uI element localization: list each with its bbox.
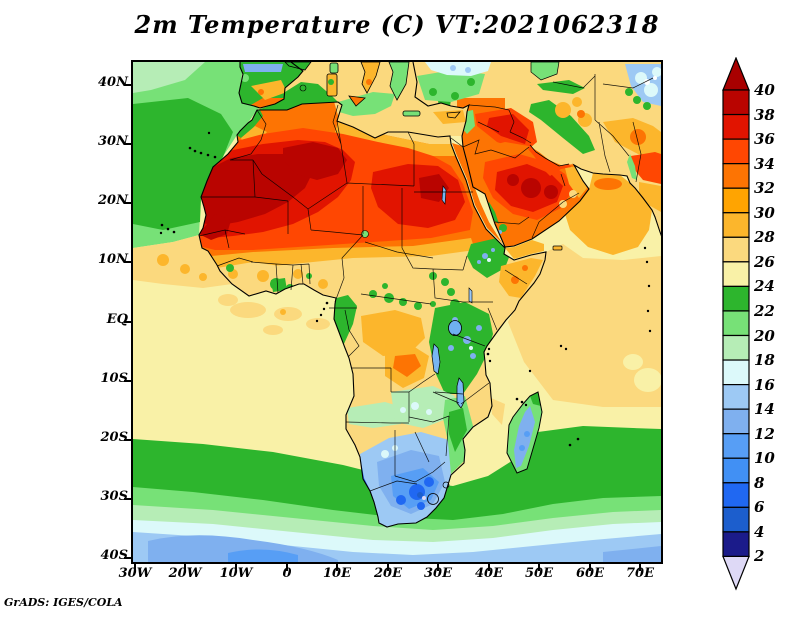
- colorbar-cell: [723, 139, 749, 164]
- x-axis-label: 0: [265, 566, 309, 581]
- x-axis-label: 60E: [568, 566, 612, 581]
- map-plot: [131, 60, 663, 564]
- colorbar-cell: [723, 90, 749, 115]
- y-axis-label: 10N: [88, 252, 128, 267]
- colorbar-label: 20: [754, 326, 790, 346]
- plot-title: 2m Temperature (C) VT:2021062318: [131, 10, 663, 39]
- x-axis-label: 20E: [366, 566, 410, 581]
- colorbar-cell: [723, 262, 749, 287]
- grads-plot-page: { "title": "2m Temperature (C) VT:202106…: [0, 0, 800, 618]
- colorbar-label: 12: [754, 424, 790, 444]
- colorbar-legend: 40 38 36 34 32 30 28 26 24 22 20 18 16 14 12 10 8 6 4 2: [722, 57, 797, 591]
- colorbar-label: 16: [754, 375, 790, 395]
- y-axis-label: 30S: [88, 489, 128, 504]
- x-axis-label: 30E: [416, 566, 460, 581]
- colorbar: [722, 57, 752, 591]
- colorbar-label: 2: [754, 546, 790, 566]
- y-axis-label: 10S: [88, 371, 128, 386]
- colorbar-label: 30: [754, 203, 790, 223]
- colorbar-cell: [723, 336, 749, 361]
- x-axis-label: 30W: [113, 566, 157, 581]
- colorbar-cell: [723, 115, 749, 140]
- colorbar-cell: [723, 434, 749, 459]
- colorbar-cell: [723, 213, 749, 238]
- x-axis-label: 20W: [163, 566, 207, 581]
- colorbar-cell: [723, 188, 749, 213]
- x-axis-label: 50E: [517, 566, 561, 581]
- colorbar-label: 24: [754, 276, 790, 296]
- y-axis-label: 20N: [88, 193, 128, 208]
- colorbar-label: 6: [754, 497, 790, 517]
- colorbar-label: 38: [754, 105, 790, 125]
- colorbar-cell: [723, 532, 749, 557]
- x-axis-label: 40E: [467, 566, 511, 581]
- colorbar-cell: [723, 237, 749, 262]
- colorbar-cell: [723, 483, 749, 508]
- temperature-map: [133, 62, 661, 562]
- colorbar-label: 4: [754, 522, 790, 542]
- colorbar-label: 34: [754, 154, 790, 174]
- colorbar-under-arrow: [723, 556, 749, 589]
- x-axis-label: 70E: [618, 566, 662, 581]
- colorbar-cell: [723, 385, 749, 410]
- colorbar-label: 22: [754, 301, 790, 321]
- colorbar-cell: [723, 409, 749, 434]
- x-axis-label: 10W: [214, 566, 258, 581]
- y-axis-label: 40S: [88, 548, 128, 563]
- colorbar-label: 40: [754, 80, 790, 100]
- colorbar-label: 10: [754, 448, 790, 468]
- colorbar-label: 28: [754, 227, 790, 247]
- colorbar-label: 14: [754, 399, 790, 419]
- y-axis-label: 20S: [88, 430, 128, 445]
- y-axis-label: 40N: [88, 75, 128, 90]
- colorbar-cell: [723, 164, 749, 189]
- colorbar-cell: [723, 286, 749, 311]
- colorbar-cell: [723, 507, 749, 532]
- colorbar-cell: [723, 360, 749, 385]
- colorbar-label: 18: [754, 350, 790, 370]
- credit-text: GrADS: IGES/COLA: [4, 596, 123, 609]
- y-axis-label: EQ: [88, 312, 128, 327]
- colorbar-label: 8: [754, 473, 790, 493]
- colorbar-cell: [723, 458, 749, 483]
- colorbar-cell: [723, 311, 749, 336]
- x-axis-label: 10E: [315, 566, 359, 581]
- colorbar-label: 36: [754, 129, 790, 149]
- y-axis-label: 30N: [88, 134, 128, 149]
- colorbar-over-arrow: [723, 58, 749, 90]
- colorbar-label: 26: [754, 252, 790, 272]
- colorbar-label: 32: [754, 178, 790, 198]
